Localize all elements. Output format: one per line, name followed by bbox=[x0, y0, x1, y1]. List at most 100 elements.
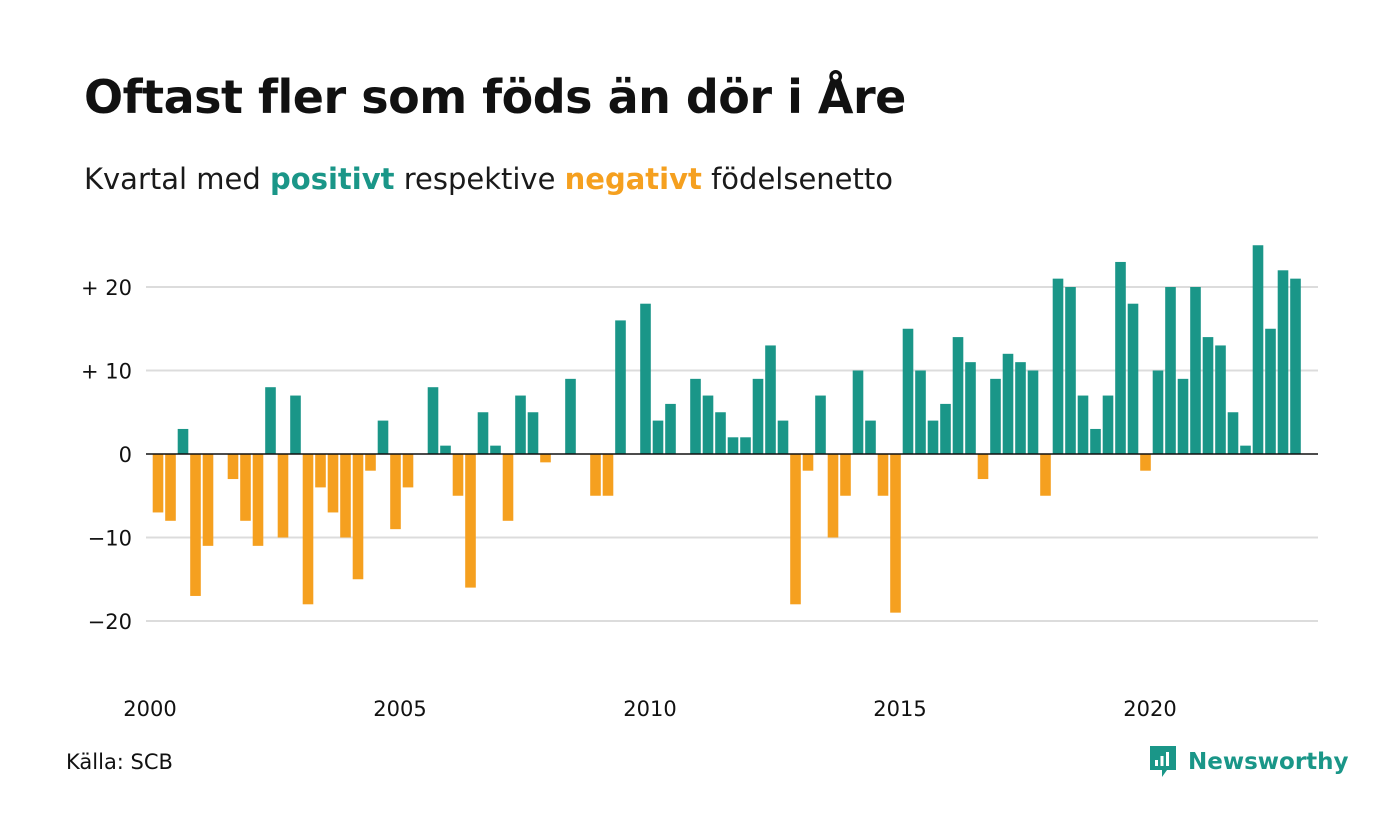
bar bbox=[240, 454, 251, 521]
chart-subtitle: Kvartal med positivt respektive negativt… bbox=[84, 162, 893, 196]
subtitle-negative: negativt bbox=[564, 162, 702, 196]
subtitle-middle: respektive bbox=[394, 162, 565, 196]
bar bbox=[752, 378, 764, 454]
bar bbox=[565, 378, 576, 454]
bar bbox=[1240, 445, 1251, 454]
bar bbox=[1027, 370, 1039, 454]
bar bbox=[715, 412, 726, 454]
x-tick-label: 2000 bbox=[123, 697, 176, 721]
bar bbox=[865, 420, 876, 454]
bar bbox=[1202, 337, 1214, 454]
bar bbox=[465, 454, 476, 588]
subtitle-positive: positivt bbox=[270, 162, 395, 196]
bar bbox=[1265, 328, 1276, 454]
bar bbox=[990, 378, 1001, 454]
bar bbox=[1165, 287, 1176, 454]
bar bbox=[515, 395, 526, 454]
bar bbox=[665, 403, 676, 454]
bar bbox=[702, 395, 714, 454]
bar bbox=[290, 395, 301, 454]
bar bbox=[452, 454, 464, 496]
bar bbox=[1190, 287, 1201, 454]
bar bbox=[1215, 345, 1226, 454]
bar bbox=[1277, 270, 1289, 454]
bar bbox=[390, 454, 401, 530]
bar bbox=[890, 454, 901, 613]
bar bbox=[802, 454, 814, 471]
bar bbox=[402, 454, 414, 488]
bar bbox=[640, 303, 651, 454]
y-tick-label: 0 bbox=[119, 443, 132, 467]
bar bbox=[540, 454, 551, 463]
bar bbox=[1290, 278, 1301, 454]
y-tick-label: −20 bbox=[88, 610, 132, 634]
bar bbox=[965, 362, 976, 454]
bar bbox=[277, 454, 289, 538]
bar bbox=[1002, 353, 1014, 454]
bar bbox=[440, 445, 451, 454]
bar bbox=[1040, 454, 1051, 496]
bar bbox=[352, 454, 364, 580]
bar bbox=[527, 412, 539, 454]
y-tick-label: + 20 bbox=[81, 276, 132, 300]
bar bbox=[827, 454, 839, 538]
bar bbox=[227, 454, 239, 480]
bar bbox=[377, 420, 389, 454]
bar bbox=[690, 378, 701, 454]
bar bbox=[977, 454, 989, 480]
bar bbox=[902, 328, 914, 454]
bar bbox=[365, 454, 376, 471]
x-tick-label: 2005 bbox=[373, 697, 426, 721]
bar bbox=[502, 454, 514, 521]
x-tick-label: 2020 bbox=[1123, 697, 1176, 721]
y-tick-label: −10 bbox=[88, 527, 132, 551]
bar bbox=[1077, 395, 1089, 454]
bar bbox=[490, 445, 501, 454]
bar bbox=[1227, 412, 1239, 454]
bar bbox=[765, 345, 776, 454]
bar bbox=[1015, 362, 1026, 454]
subtitle-suffix: födelsenetto bbox=[701, 162, 893, 196]
brand: Newsworthy bbox=[1148, 744, 1349, 780]
bar bbox=[1065, 287, 1076, 454]
bar bbox=[302, 454, 314, 605]
x-tick-label: 2015 bbox=[873, 697, 926, 721]
bar bbox=[590, 454, 601, 496]
bar bbox=[790, 454, 801, 605]
newsworthy-logo-icon bbox=[1150, 746, 1176, 777]
bar bbox=[602, 454, 614, 496]
bar bbox=[315, 454, 326, 488]
bar bbox=[152, 454, 164, 513]
bar bbox=[915, 370, 926, 454]
bar bbox=[852, 370, 864, 454]
bar bbox=[477, 412, 489, 454]
bar bbox=[940, 403, 951, 454]
bar bbox=[252, 454, 264, 546]
bar bbox=[1127, 303, 1139, 454]
bar bbox=[652, 420, 664, 454]
bar bbox=[1152, 370, 1164, 454]
bar bbox=[1140, 454, 1151, 471]
bar bbox=[265, 387, 276, 454]
bar bbox=[1115, 261, 1126, 454]
bar bbox=[877, 454, 889, 496]
chart-title: Oftast fler som föds än dör i Åre bbox=[84, 70, 906, 124]
bar bbox=[427, 387, 439, 454]
bar bbox=[815, 395, 826, 454]
bar bbox=[1102, 395, 1114, 454]
bar bbox=[1052, 278, 1064, 454]
bar bbox=[165, 454, 176, 521]
bar bbox=[190, 454, 201, 596]
source-note: Källa: SCB bbox=[66, 750, 173, 774]
subtitle-prefix: Kvartal med bbox=[84, 162, 271, 196]
x-tick-label: 2010 bbox=[623, 697, 676, 721]
bar bbox=[177, 428, 189, 454]
bar bbox=[927, 420, 939, 454]
bar bbox=[777, 420, 789, 454]
bar bbox=[340, 454, 351, 538]
bar bbox=[1090, 428, 1101, 454]
brand-name: Newsworthy bbox=[1188, 749, 1349, 775]
bar bbox=[727, 437, 739, 454]
bar bbox=[615, 320, 626, 454]
bar bbox=[740, 437, 751, 454]
